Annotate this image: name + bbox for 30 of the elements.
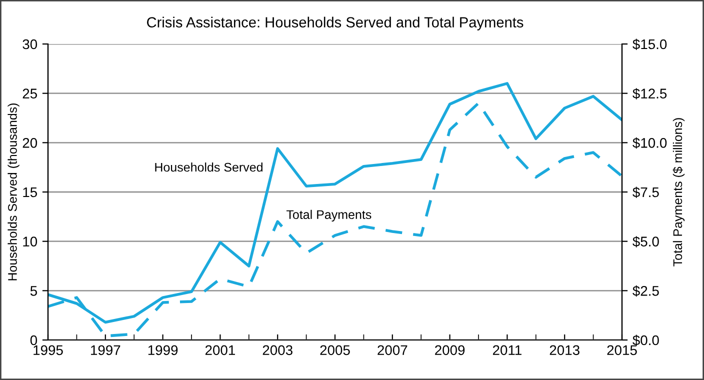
y2-tick-label: $7.5 (632, 186, 659, 198)
chart-title: Crisis Assistance: Households Served and Total Payments (147, 16, 524, 30)
y-tick-label: 30 (22, 39, 38, 50)
y2-tick-label: $5.0 (632, 236, 659, 248)
y2-tick-label: $2.5 (632, 285, 659, 297)
y2-axis-title: Total Payments ($ millions) (672, 118, 685, 266)
y-tick-label: 0 (30, 335, 38, 346)
y-tick-label: 15 (23, 187, 38, 198)
series-label: Households Served (155, 162, 262, 172)
y2-tick-label: $0.0 (632, 334, 659, 346)
x-tick-label: 1999 (148, 345, 178, 356)
y-tick-label: 10 (23, 236, 38, 247)
x-tick-label: 2005 (320, 345, 350, 356)
x-tick-label: 2001 (205, 345, 235, 356)
x-tick-label: 2003 (262, 345, 292, 356)
series-label: Total Payments (286, 210, 372, 222)
y-axis-title: Households Served (thousands) (8, 103, 20, 280)
y2-tick-label: $10.0 (632, 137, 667, 149)
x-tick-label: 1997 (91, 345, 120, 356)
x-tick-label: 1995 (34, 345, 63, 356)
x-tick-label: 2009 (435, 345, 465, 356)
y-tick-label: 25 (22, 88, 38, 99)
y-tick-label: 5 (30, 286, 37, 296)
x-tick-label: 2015 (607, 345, 637, 356)
x-tick-label: 2007 (378, 345, 408, 356)
y2-tick-label: $12.5 (632, 88, 667, 100)
x-tick-label: 2013 (550, 345, 580, 356)
y2-tick-label: $15.0 (632, 38, 667, 50)
x-tick-label: 2011 (492, 345, 522, 356)
y-tick-label: 20 (22, 138, 38, 148)
